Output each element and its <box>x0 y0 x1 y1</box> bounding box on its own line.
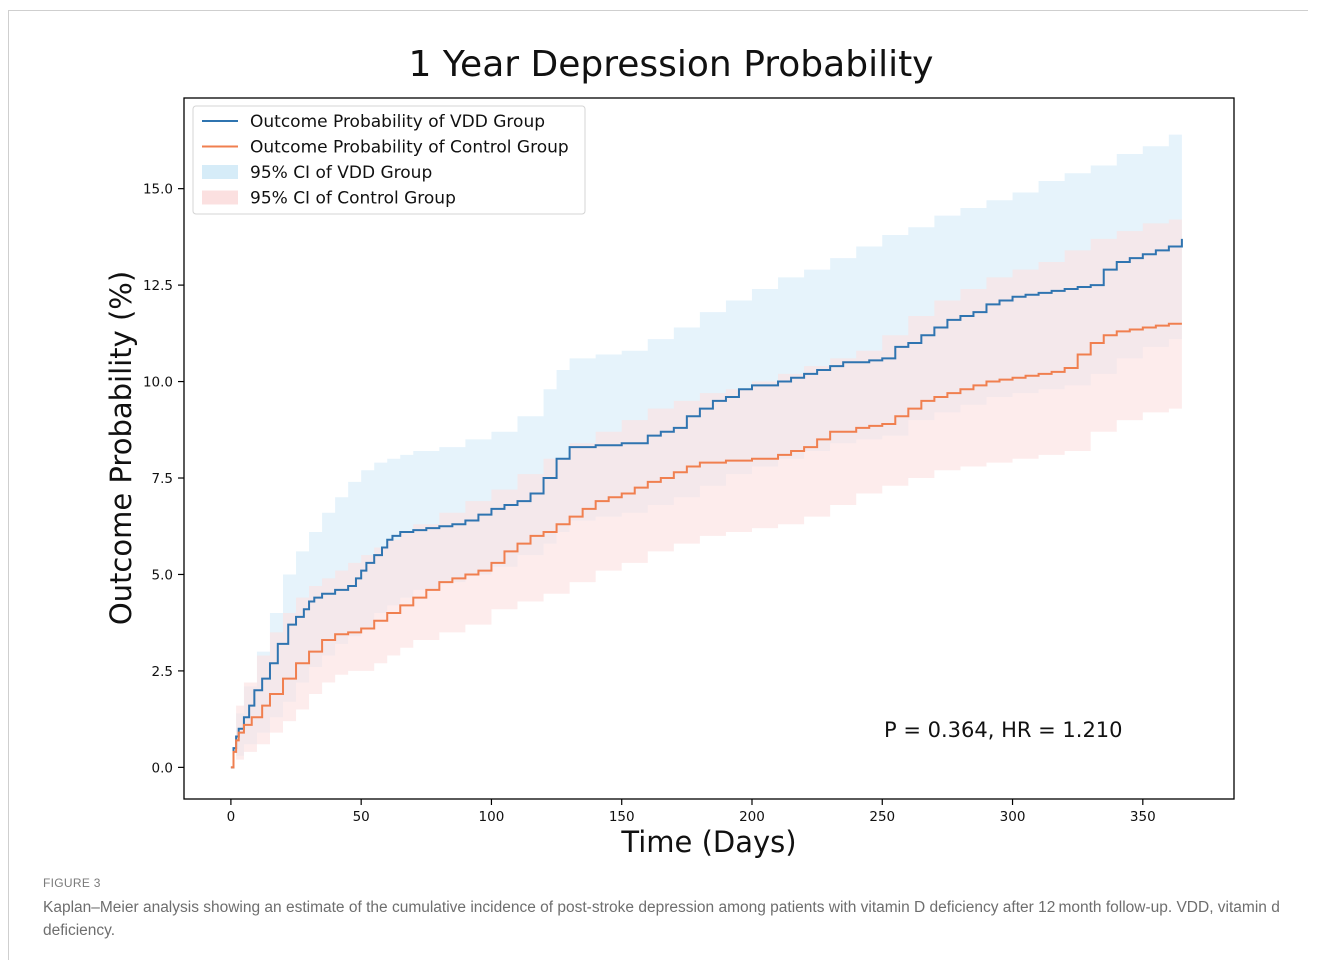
legend-entry-label: 95% CI of Control Group <box>250 189 456 209</box>
ci-band-control <box>230 219 1182 768</box>
x-tick-label: 0 <box>227 809 236 825</box>
x-tick-label: 300 <box>1000 809 1026 825</box>
y-tick-label: 5.0 <box>152 567 173 583</box>
x-tick-label: 200 <box>739 809 765 825</box>
y-tick-label: 7.5 <box>152 471 173 487</box>
legend-swatch-band <box>202 190 238 205</box>
legend-entry-label: Outcome Probability of Control Group <box>250 138 569 158</box>
x-tick-label: 100 <box>479 809 505 825</box>
legend: Outcome Probability of VDD Group Outcome … <box>192 105 586 215</box>
x-axis-ticks: 0 50 100 150 200 250 300 350 <box>227 799 1156 825</box>
figure-caption: FIGURE 3 Kaplan–Meier analysis showing a… <box>43 876 1283 942</box>
survival-lines <box>230 238 1183 769</box>
y-tick-label: 0.0 <box>152 760 173 776</box>
y-axis-label: Outcome Probability (%) <box>104 271 138 625</box>
figure-frame <box>8 10 1308 960</box>
x-tick-label: 350 <box>1130 809 1156 825</box>
figure-label: FIGURE 3 <box>43 876 101 890</box>
plot-area-frame <box>183 97 1235 800</box>
x-tick-label: 250 <box>869 809 895 825</box>
legend-entry-label: 95% CI of VDD Group <box>250 163 432 183</box>
y-tick-label: 15.0 <box>143 182 173 198</box>
x-tick-label: 50 <box>353 809 370 825</box>
series-line-vdd <box>230 238 1183 769</box>
y-tick-label: 2.5 <box>152 664 173 680</box>
legend-entry-label: Outcome Probability of VDD Group <box>250 112 545 132</box>
stats-annotation: P = 0.364, HR = 1.210 <box>884 718 1123 742</box>
y-tick-label: 12.5 <box>143 278 173 294</box>
y-axis-ticks: 0.0 2.5 5.0 7.5 10.0 12.5 15.0 <box>143 182 184 776</box>
legend-swatch-band <box>202 165 238 179</box>
x-axis-label: Time (Days) <box>620 825 796 859</box>
caption-text: Kaplan–Meier analysis showing an estimat… <box>43 899 1280 939</box>
x-tick-label: 150 <box>609 809 635 825</box>
y-tick-label: 10.0 <box>143 375 173 391</box>
chart: 1 Year Depression Probability 0 50 100 150 2… <box>104 44 1235 859</box>
legend-box <box>192 105 586 215</box>
series-line-control <box>230 322 1182 769</box>
chart-title: 1 Year Depression Probability <box>409 44 934 85</box>
confidence-bands <box>230 126 1182 768</box>
